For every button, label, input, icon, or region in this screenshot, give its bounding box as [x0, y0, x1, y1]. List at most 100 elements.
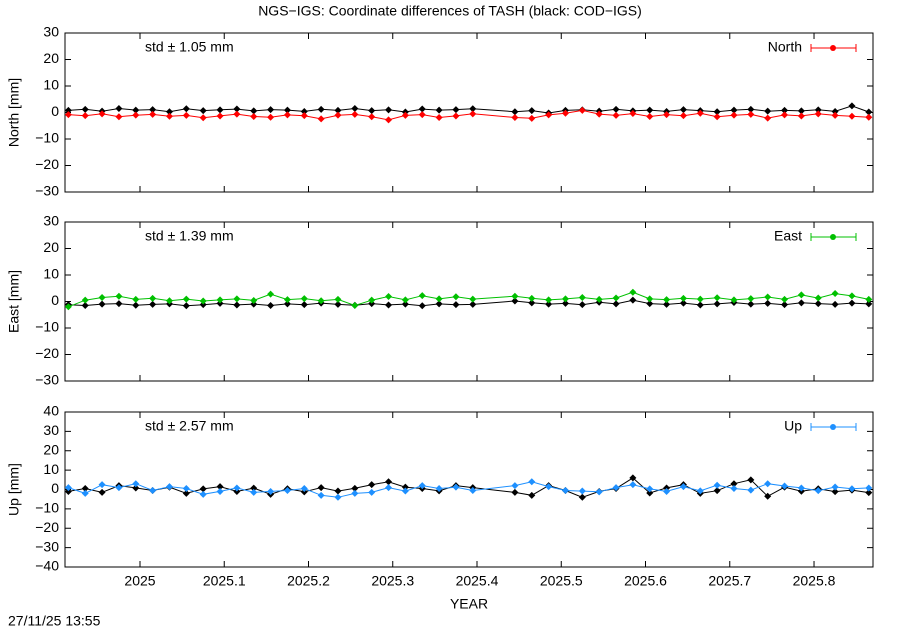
data-point: [216, 483, 224, 491]
data-point: [713, 487, 721, 495]
data-point: [595, 110, 603, 118]
data-point: [696, 301, 704, 309]
data-point: [452, 106, 460, 114]
data-point: [578, 301, 586, 309]
data-point: [781, 482, 789, 490]
data-point: [199, 301, 207, 309]
data-point: [418, 105, 426, 113]
data-point: [696, 487, 704, 495]
data-point: [814, 294, 822, 302]
data-point: [646, 295, 654, 303]
data-point: [452, 483, 460, 491]
x-tick-label: 2025.7: [708, 573, 751, 589]
data-point: [334, 111, 342, 119]
y-tick-label: −30: [35, 372, 59, 388]
data-point: [612, 111, 620, 119]
x-tick-label: 2025.2: [287, 573, 330, 589]
data-point: [730, 296, 738, 304]
annotation: std ± 1.05 mm: [145, 39, 234, 55]
data-point: [612, 294, 620, 302]
data-point: [317, 484, 325, 492]
y-tick-label: −10: [35, 130, 59, 146]
data-point: [469, 486, 477, 494]
y-tick-label: 10: [43, 461, 59, 477]
data-point: [233, 105, 241, 113]
data-point: [334, 300, 342, 308]
data-point: [317, 105, 325, 113]
data-point: [216, 106, 224, 114]
data-point: [452, 112, 460, 120]
data-point: [679, 112, 687, 120]
data-point: [334, 106, 342, 114]
data-point: [629, 474, 637, 482]
data-point: [469, 300, 477, 308]
data-point: [646, 489, 654, 497]
data-point: [797, 299, 805, 307]
data-point: [452, 293, 460, 301]
data-point: [679, 299, 687, 307]
data-point: [435, 114, 443, 122]
data-point: [283, 111, 291, 119]
data-point: [182, 485, 190, 493]
data-point: [764, 107, 772, 115]
data-point: [545, 483, 553, 491]
data-point: [267, 106, 275, 114]
data-point: [64, 484, 72, 492]
data-point: [115, 105, 123, 113]
data-point: [511, 482, 519, 490]
data-point: [216, 296, 224, 304]
data-point: [81, 485, 89, 493]
data-point: [132, 301, 140, 309]
data-point: [368, 296, 376, 304]
data-point: [385, 478, 393, 486]
series: [64, 478, 873, 501]
data-point: [545, 111, 553, 119]
data-point: [351, 110, 359, 118]
data-point: [831, 111, 839, 119]
data-point: [848, 299, 856, 307]
data-point: [764, 299, 772, 307]
data-point: [132, 484, 140, 492]
data-point: [469, 110, 477, 118]
data-point: [64, 106, 72, 114]
data-point: [98, 294, 106, 302]
data-point: [149, 110, 157, 118]
y-axis-label: Up [mm]: [6, 463, 22, 516]
data-point: [747, 300, 755, 308]
data-point: [713, 300, 721, 308]
data-point: [629, 288, 637, 296]
data-point: [385, 116, 393, 124]
data-point: [747, 476, 755, 484]
data-point: [848, 485, 856, 493]
data-point: [233, 301, 241, 309]
data-point: [781, 301, 789, 309]
data-point: [435, 485, 443, 493]
data-point: [629, 110, 637, 118]
data-point: [401, 487, 409, 495]
y-axis-label: East [mm]: [6, 270, 22, 333]
data-point: [233, 295, 241, 303]
data-point: [385, 484, 393, 492]
y-tick-label: 30: [43, 213, 59, 229]
data-point: [115, 300, 123, 308]
data-point: [64, 487, 72, 495]
data-point: [831, 488, 839, 496]
data-point: [865, 108, 873, 116]
data-point: [865, 300, 873, 308]
x-tick-label: 2025.3: [371, 573, 414, 589]
y-tick-label: −10: [35, 319, 59, 335]
annotation: std ± 2.57 mm: [145, 418, 234, 434]
data-point: [831, 483, 839, 491]
data-point: [418, 111, 426, 119]
data-point: [797, 291, 805, 299]
data-point: [317, 297, 325, 305]
data-point: [646, 485, 654, 493]
data-point: [511, 488, 519, 496]
data-point: [646, 112, 654, 120]
y-tick-label: 30: [43, 24, 59, 40]
data-point: [216, 487, 224, 495]
data-point: [401, 296, 409, 304]
data-point: [663, 111, 671, 119]
data-point: [334, 493, 342, 501]
y-tick-label: −20: [35, 345, 59, 361]
